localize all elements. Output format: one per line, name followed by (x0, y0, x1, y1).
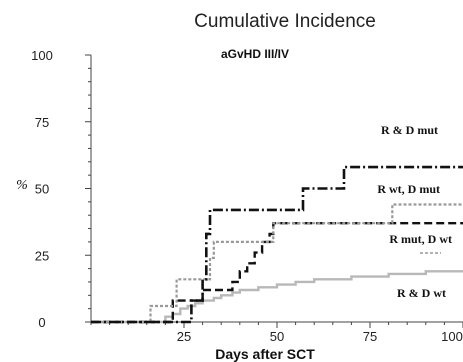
series-label-r-wt-d-mut: R wt, D mut (377, 182, 440, 196)
chart-subtitle: aGvHD III/IV (221, 47, 289, 61)
series-line-r-d-wt (91, 270, 463, 324)
x-tick-label: 75 (363, 329, 377, 344)
series-line-r-wt-d-mut (91, 203, 463, 324)
series-label-r-d-mut: R & D mut (381, 123, 438, 137)
y-tick-label: 75 (35, 115, 49, 130)
y-tick-label: 0 (38, 315, 45, 330)
series-line-r-d-mut (91, 165, 463, 324)
x-axis-label: Days after SCT (215, 346, 315, 362)
x-tick-label: 25 (177, 329, 191, 344)
x-tick-label: 50 (270, 329, 284, 344)
chart-title: Cumulative Incidence (194, 11, 376, 32)
y-tick-label: 50 (35, 182, 49, 197)
y-axis-label: % (16, 178, 28, 193)
y-tick-label: 25 (35, 248, 49, 263)
y-tick-label: 100 (31, 48, 53, 63)
series-layer (91, 165, 463, 324)
series-label-r-mut-d-wt: R mut, D wt (389, 232, 452, 246)
x-tick-label: 100 (441, 329, 463, 344)
series-label-r-d-wt: R & D wt (397, 286, 446, 300)
